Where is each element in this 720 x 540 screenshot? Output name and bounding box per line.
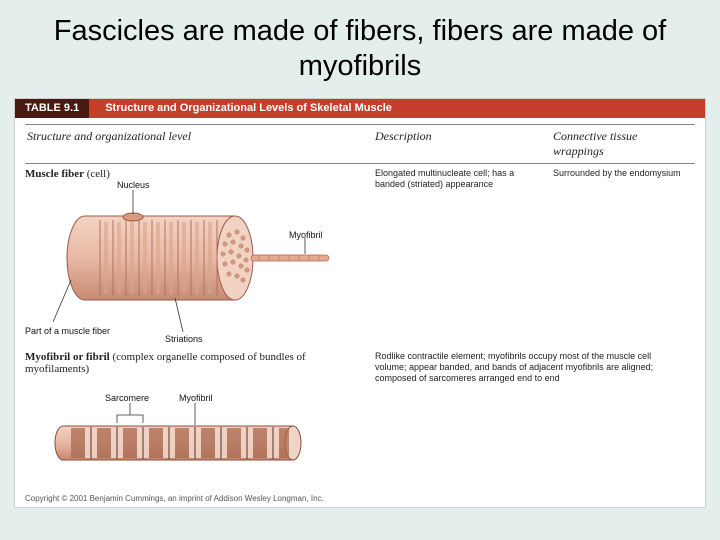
myofibril-cell: Myofibril or fibril (complex organelle c… bbox=[25, 351, 375, 485]
myofibril-diagram bbox=[25, 375, 345, 485]
myofibril-label: Myofibril or fibril (complex organelle c… bbox=[25, 351, 325, 375]
muscle-fiber-label: Muscle fiber (cell) bbox=[25, 168, 375, 180]
col-structure: Structure and organizational level bbox=[25, 129, 375, 159]
callout-myofibril-top: Myofibril bbox=[289, 230, 323, 240]
muscle-fiber-cell: Muscle fiber (cell) bbox=[25, 168, 375, 345]
col-wrapping: Connective tissue wrappings bbox=[553, 129, 683, 159]
callout-part: Part of a muscle fiber bbox=[25, 326, 110, 336]
myofibril-description: Rodlike contractile element; myofibrils … bbox=[375, 351, 683, 385]
slide-title: Fascicles are made of fibers, fibers are… bbox=[0, 0, 720, 94]
muscle-fiber-description: Elongated multinucleate cell; has a band… bbox=[375, 168, 553, 191]
muscle-fiber-diagram bbox=[25, 180, 365, 345]
callout-myofibril-bottom: Myofibril bbox=[179, 393, 213, 403]
column-headers: Structure and organizational level Descr… bbox=[25, 124, 695, 164]
muscle-fiber-rest: (cell) bbox=[84, 168, 110, 180]
row-muscle-fiber: Muscle fiber (cell) bbox=[25, 168, 695, 345]
table-title: Structure and Organizational Levels of S… bbox=[89, 102, 392, 114]
callout-sarcomere: Sarcomere bbox=[105, 393, 149, 403]
col-description: Description bbox=[375, 129, 553, 159]
table-header-bar: TABLE 9.1 Structure and Organizational L… bbox=[15, 99, 705, 118]
table-badge: TABLE 9.1 bbox=[15, 99, 89, 118]
callout-striations: Striations bbox=[165, 334, 203, 344]
figure-panel: TABLE 9.1 Structure and Organizational L… bbox=[14, 98, 706, 508]
callout-nucleus: Nucleus bbox=[117, 180, 150, 190]
muscle-fiber-bold: Muscle fiber bbox=[25, 168, 84, 180]
myofibril-bold: Myofibril or fibril bbox=[25, 351, 110, 363]
muscle-fiber-wrapping: Surrounded by the endomysium bbox=[553, 168, 683, 179]
copyright-text: Copyright © 2001 Benjamin Cummings, an i… bbox=[25, 494, 324, 503]
row-myofibril: Myofibril or fibril (complex organelle c… bbox=[25, 351, 695, 485]
